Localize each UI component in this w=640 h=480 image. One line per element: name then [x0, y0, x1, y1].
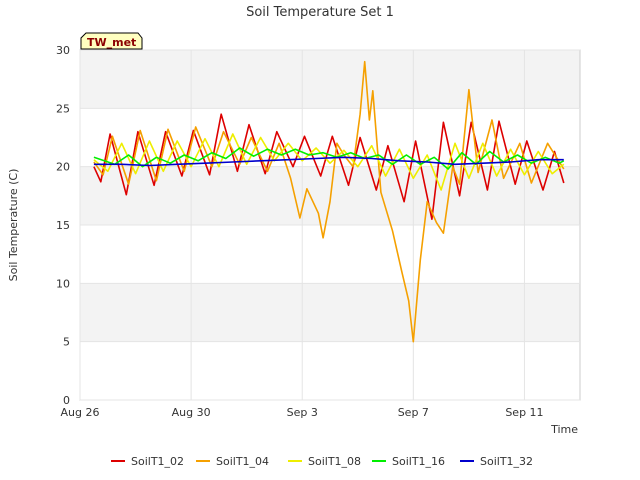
chart-legend: SoilT1_02 SoilT1_04 SoilT1_08 SoilT1_16 Soil… [111, 455, 533, 468]
y-tick-label: 5 [63, 336, 70, 349]
background-band [80, 341, 580, 400]
series-lines [93, 60, 565, 343]
site-label-text: TW_met [87, 36, 136, 49]
legend-label: SoilT1_04 [216, 455, 269, 468]
y-tick-label: 30 [56, 44, 70, 57]
y-tick-label: 15 [56, 219, 70, 232]
legend-label: SoilT1_16 [392, 455, 445, 468]
legend-label: SoilT1_32 [480, 455, 533, 468]
y-tick-label: 0 [63, 394, 70, 407]
series-line-soilt1-32 [93, 156, 564, 167]
site-label-badge: TW_met [80, 32, 143, 50]
background-band [80, 283, 580, 342]
x-tick-label: Aug 26 [61, 406, 100, 419]
series-line-soilt1-02 [93, 113, 565, 220]
y-axis-label: Soil Temperature (C) [7, 169, 20, 282]
x-tick-label: Aug 30 [172, 406, 211, 419]
y-axis-ticks: 0 5 10 15 20 25 30 [56, 44, 70, 407]
x-tick-label: Sep 3 [287, 406, 318, 419]
y-tick-label: 20 [56, 161, 70, 174]
x-axis-label: Time [550, 423, 578, 436]
y-tick-label: 10 [56, 277, 70, 290]
x-tick-label: Sep 7 [398, 406, 429, 419]
background-band [80, 225, 580, 284]
legend-label: SoilT1_08 [308, 455, 361, 468]
y-tick-label: 25 [56, 102, 70, 115]
background-band [80, 50, 580, 109]
site-label-box [80, 32, 143, 50]
x-tick-label: Sep 11 [505, 406, 543, 419]
x-axis-ticks: Aug 26 Aug 30 Sep 3 Sep 7 Sep 11 [61, 406, 544, 419]
legend-label: SoilT1_02 [131, 455, 184, 468]
chart-title: Soil Temperature Set 1 [246, 5, 394, 20]
